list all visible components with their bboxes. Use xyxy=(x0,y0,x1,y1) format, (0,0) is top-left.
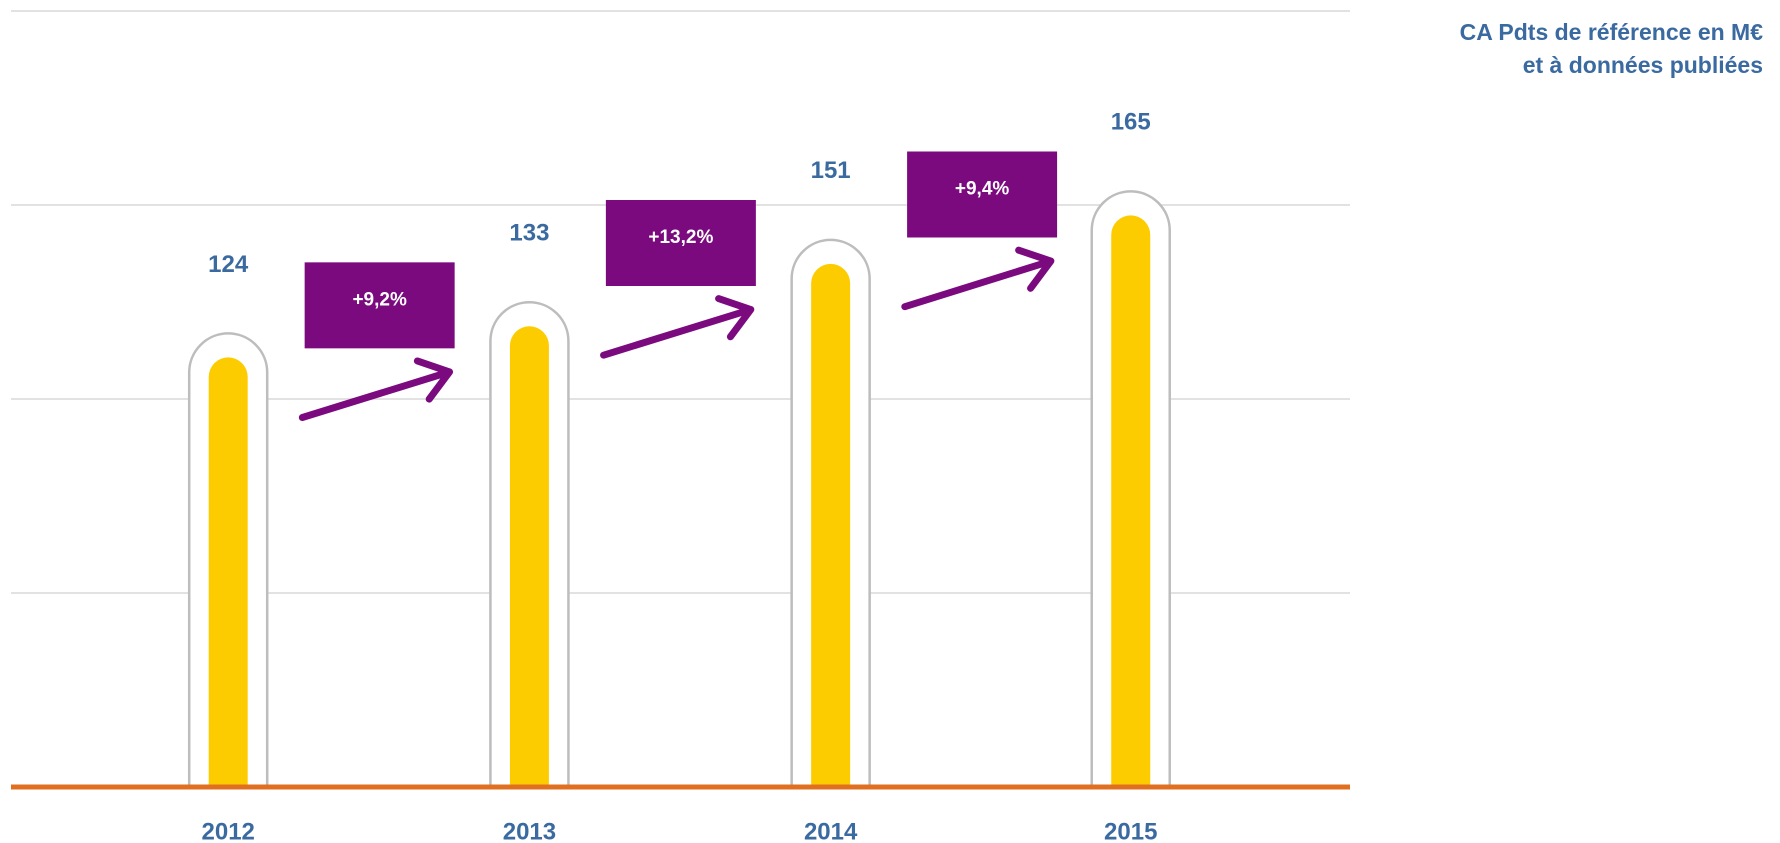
growth-box xyxy=(605,199,756,286)
value-label: 165 xyxy=(1111,109,1151,136)
bar xyxy=(811,263,851,788)
value-label: 151 xyxy=(811,157,851,184)
value-label: 124 xyxy=(208,251,249,278)
chart-title: CA Pdts de référence en M€ xyxy=(1460,19,1764,45)
value-label: 133 xyxy=(509,220,549,247)
growth-box xyxy=(907,151,1058,238)
growth-label: +13,2% xyxy=(648,227,713,248)
growth-arrow xyxy=(901,246,1055,311)
growth-label: +9,2% xyxy=(352,289,407,310)
bar xyxy=(509,326,549,787)
x-tick-label: 2014 xyxy=(804,818,858,843)
bar xyxy=(1111,215,1151,787)
x-tick-label: 2015 xyxy=(1104,818,1157,843)
chart-subtitle: et à données publiées xyxy=(1523,52,1763,78)
growth-label: +9,4% xyxy=(955,179,1010,200)
growth-arrow xyxy=(600,295,755,359)
bar xyxy=(208,357,248,787)
growth-arrow xyxy=(298,357,454,422)
x-tick-label: 2013 xyxy=(503,818,556,843)
x-tick-label: 2012 xyxy=(202,818,255,843)
growth-box xyxy=(304,262,455,349)
